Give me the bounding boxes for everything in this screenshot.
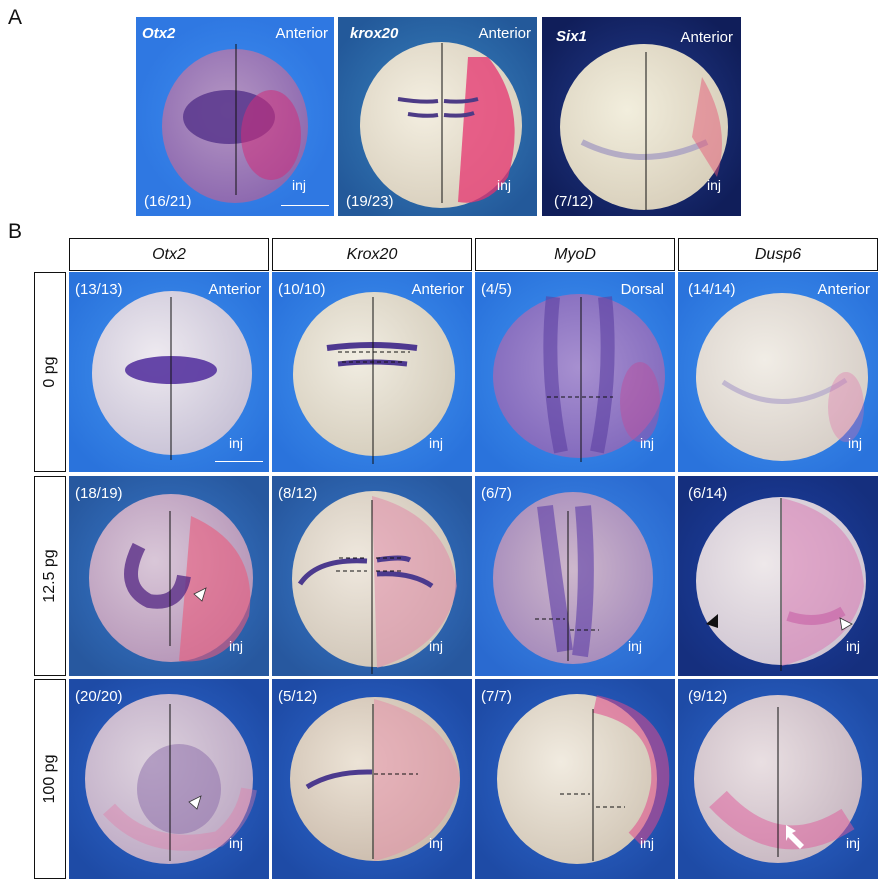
inj-label: inj <box>429 435 444 451</box>
embryo-image <box>338 17 537 216</box>
embryo-image <box>678 272 878 472</box>
inj-label: inj <box>229 638 244 654</box>
row-label-100pg: 100 pg <box>34 679 66 879</box>
column-header-dusp6: Dusp6 <box>678 238 878 271</box>
count-label: (18/19) <box>75 485 123 502</box>
inj-label: inj <box>429 638 444 654</box>
inj-label: inj <box>229 435 244 451</box>
cell-otx2-12-5pg: (18/19) inj <box>69 476 269 676</box>
inj-label: inj <box>640 835 655 851</box>
inj-label: inj <box>846 835 861 851</box>
panel-a-letter: A <box>8 6 23 29</box>
orientation-label: Anterior <box>411 281 464 298</box>
count-label: (20/20) <box>75 688 123 705</box>
inj-label: inj <box>848 435 863 451</box>
inj-label: inj <box>640 435 655 451</box>
cell-myod-12-5pg: (6/7) inj <box>475 476 675 676</box>
count-label: (9/12) <box>688 688 728 705</box>
embryo-image <box>475 476 675 676</box>
row-label-12-5pg: 12.5 pg <box>34 476 66 676</box>
gene-label: krox20 <box>350 25 399 42</box>
column-header-krox20: Krox20 <box>272 238 472 271</box>
embryo-image <box>69 679 269 879</box>
cell-krox20-0pg: (10/10) Anterior inj <box>272 272 472 472</box>
inj-label: inj <box>229 835 244 851</box>
embryo-image <box>69 272 269 472</box>
count-label: (13/13) <box>75 281 123 298</box>
embryo-image <box>475 272 675 472</box>
scale-bar <box>215 461 263 462</box>
cell-myod-0pg: (4/5) Dorsal inj <box>475 272 675 472</box>
row-label-text: 0 pg <box>41 356 58 388</box>
inj-label: inj <box>497 177 512 193</box>
embryo-image <box>678 679 878 879</box>
inj-label: inj <box>292 177 307 193</box>
embryo-image <box>136 17 334 216</box>
cell-dusp6-0pg: (14/14) Anterior inj <box>678 272 878 472</box>
orientation-label: Anterior <box>208 281 261 298</box>
embryo-image <box>69 476 269 676</box>
embryo-image <box>272 272 472 472</box>
gene-label: Six1 <box>556 28 587 45</box>
inj-label: inj <box>628 638 643 654</box>
cell-otx2-100pg: (20/20) inj <box>69 679 269 879</box>
count-label: (6/7) <box>481 485 512 502</box>
cell-dusp6-100pg: (9/12) inj <box>678 679 878 879</box>
column-header-myod: MyoD <box>475 238 675 271</box>
orientation-label: Anterior <box>680 29 733 46</box>
cell-krox20-12-5pg: (8/12) inj <box>272 476 472 676</box>
row-label-0pg: 0 pg <box>34 272 66 472</box>
inj-label: inj <box>707 177 722 193</box>
embryo-image <box>678 476 878 676</box>
cell-dusp6-12-5pg: (6/14) inj <box>678 476 878 676</box>
gene-label: Otx2 <box>142 25 176 42</box>
embryo-image <box>475 679 675 879</box>
panel-b-letter: B <box>8 220 23 243</box>
count-label: (8/12) <box>278 485 318 502</box>
count-label: (4/5) <box>481 281 512 298</box>
inj-label: inj <box>429 835 444 851</box>
panel-a-otx2-photo: Otx2 Anterior (16/21) inj <box>136 17 334 216</box>
embryo-image <box>542 17 741 216</box>
count-label: (7/12) <box>554 193 594 210</box>
orientation-label: Dorsal <box>620 281 664 298</box>
cell-otx2-0pg: (13/13) Anterior inj <box>69 272 269 472</box>
count-label: (14/14) <box>688 281 736 298</box>
panel-a-six1-photo: Six1 Anterior (7/12) inj <box>542 17 741 216</box>
column-header-otx2: Otx2 <box>69 238 269 271</box>
row-label-text: 100 pg <box>41 754 58 804</box>
panel-a-krox20-photo: krox20 Anterior (19/23) inj <box>338 17 537 216</box>
count-label: (10/10) <box>278 281 326 298</box>
count-label: (16/21) <box>144 193 192 210</box>
count-label: (6/14) <box>688 485 728 502</box>
orientation-label: Anterior <box>478 25 531 42</box>
orientation-label: Anterior <box>817 281 870 298</box>
cell-krox20-100pg: (5/12) inj <box>272 679 472 879</box>
scale-bar <box>281 205 329 206</box>
cell-myod-100pg: (7/7) inj <box>475 679 675 879</box>
row-label-text: 12.5 pg <box>41 549 58 603</box>
orientation-label: Anterior <box>275 25 328 42</box>
count-label: (7/7) <box>481 688 512 705</box>
inj-label: inj <box>846 638 861 654</box>
count-label: (19/23) <box>346 193 394 210</box>
embryo-image <box>272 679 472 879</box>
count-label: (5/12) <box>278 688 318 705</box>
embryo-image <box>272 476 472 676</box>
